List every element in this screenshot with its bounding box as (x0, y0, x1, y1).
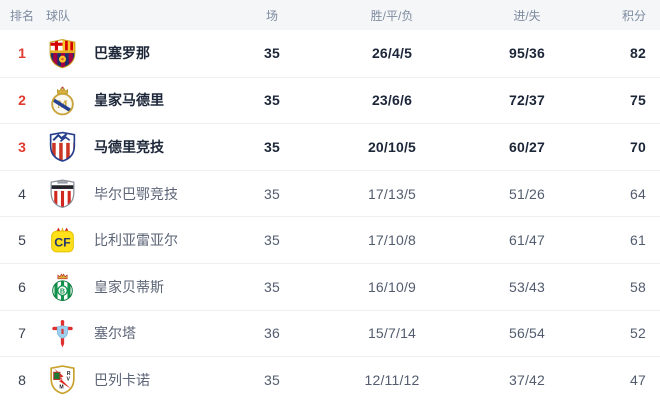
goals-for-against: 95/36 (508, 45, 546, 62)
matches-played: 35 (264, 371, 280, 388)
rank-number: 2 (18, 92, 26, 109)
rank-number: 6 (18, 278, 26, 295)
matches-played: 35 (264, 45, 280, 62)
svg-text:V: V (66, 377, 70, 383)
win-draw-loss: 23/6/6 (371, 92, 413, 109)
matches-played: 35 (264, 185, 280, 202)
win-draw-loss: 17/10/8 (367, 232, 417, 249)
table-header: 排名 球队 场 胜/平/负 进/失 积分 (0, 0, 660, 30)
svg-text:B: B (60, 287, 65, 296)
goals-for-against: 72/37 (508, 92, 546, 109)
points-value: 52 (630, 325, 646, 342)
goals-for-against: 37/42 (508, 371, 546, 388)
team-name: 巴列卡诺 (94, 371, 150, 388)
real-betis-crest-icon: B (44, 270, 92, 303)
win-draw-loss: 20/10/5 (367, 138, 417, 155)
team-name: 马德里竞技 (94, 138, 164, 155)
header-rank: 排名 (9, 8, 34, 23)
goals-for-against: 51/26 (508, 185, 546, 202)
points-value: 58 (630, 278, 646, 295)
header-points: 积分 (621, 8, 646, 23)
header-goals: 进/失 (513, 8, 541, 23)
rank-number: 5 (18, 232, 26, 249)
barcelona-crest-icon (44, 37, 92, 70)
table-row[interactable]: 6 B 皇家贝蒂斯 35 16/10/9 53/43 58 (0, 262, 660, 310)
table-row[interactable]: 8 R V M 巴列卡诺 35 12/11/12 37/42 47 (0, 356, 660, 403)
header-team: 球队 (46, 8, 71, 23)
team-name: 皇家马德里 (94, 92, 164, 109)
table-row[interactable]: 2 M 皇家马德里 35 23/6/6 72/37 75 (0, 76, 660, 124)
matches-played: 35 (264, 92, 280, 109)
win-draw-loss: 12/11/12 (364, 371, 420, 388)
goals-for-against: 53/43 (508, 278, 546, 295)
rank-number: 3 (18, 138, 26, 155)
header-wdl: 胜/平/负 (370, 8, 414, 23)
goals-for-against: 60/27 (508, 138, 546, 155)
table-row[interactable]: 7 塞尔塔 36 15/7/14 56/54 52 (0, 309, 660, 357)
rayo-vallecano-crest-icon: R V M (44, 363, 92, 396)
points-value: 61 (630, 232, 646, 249)
points-value: 70 (630, 138, 646, 155)
matches-played: 35 (264, 232, 280, 249)
celta-vigo-crest-icon (44, 317, 92, 350)
win-draw-loss: 17/13/5 (367, 185, 417, 202)
matches-played: 36 (264, 325, 280, 342)
standings-body: 1 巴塞罗那 35 26/4/5 95/36 82 2 M 皇家马德里 35 2… (0, 30, 660, 403)
rank-number: 8 (18, 371, 26, 388)
table-row[interactable]: 5 CF 比利亚雷亚尔 35 17/10/8 61/47 61 (0, 216, 660, 263)
rank-number: 1 (18, 45, 26, 62)
points-value: 47 (630, 371, 646, 388)
svg-text:R: R (67, 371, 71, 377)
matches-played: 35 (264, 278, 280, 295)
svg-text:CF: CF (54, 235, 71, 249)
svg-text:M: M (59, 385, 63, 391)
win-draw-loss: 15/7/14 (367, 325, 417, 342)
goals-for-against: 61/47 (508, 232, 546, 249)
table-row[interactable]: 4 毕尔巴鄂竞技 35 17/13/5 51/26 64 (0, 169, 660, 217)
table-row[interactable]: 3 马德里竞技 35 20/10/5 60/27 70 (0, 123, 660, 170)
win-draw-loss: 16/10/9 (367, 278, 417, 295)
points-value: 64 (630, 185, 646, 202)
win-draw-loss: 26/4/5 (371, 45, 413, 62)
rank-number: 4 (18, 185, 26, 202)
points-value: 75 (630, 92, 646, 109)
points-value: 82 (630, 45, 646, 62)
header-played: 场 (265, 8, 278, 23)
team-name: 比利亚雷亚尔 (94, 232, 178, 249)
team-name: 毕尔巴鄂竞技 (94, 185, 178, 202)
team-name: 巴塞罗那 (94, 45, 150, 62)
matches-played: 35 (264, 138, 280, 155)
rank-number: 7 (18, 325, 26, 342)
real-madrid-crest-icon: M (44, 84, 92, 117)
atletico-madrid-crest-icon (44, 130, 92, 163)
team-name: 皇家贝蒂斯 (94, 278, 164, 295)
goals-for-against: 56/54 (508, 325, 546, 342)
athletic-bilbao-crest-icon (44, 177, 92, 210)
table-row[interactable]: 1 巴塞罗那 35 26/4/5 95/36 82 (0, 30, 660, 77)
villarreal-crest-icon: CF (44, 224, 92, 257)
team-name: 塞尔塔 (94, 325, 136, 342)
